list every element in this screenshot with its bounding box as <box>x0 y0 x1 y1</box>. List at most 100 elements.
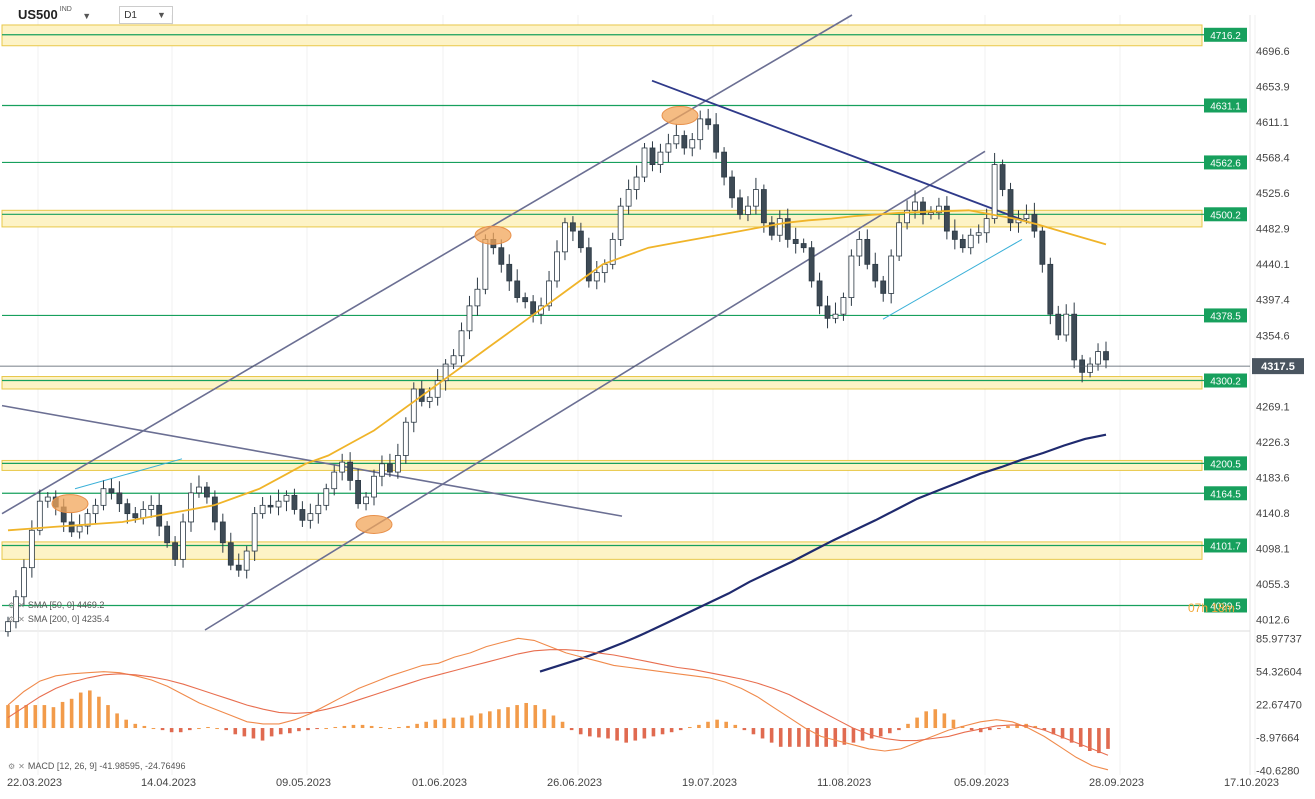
price-tick-label: 4611.1 <box>1256 117 1289 129</box>
candle-body <box>132 513 139 519</box>
candle-body <box>180 521 186 560</box>
date-tick-label: 09.05.2023 <box>276 777 331 789</box>
macd-histogram-bar <box>597 728 601 738</box>
candle-body <box>975 232 982 236</box>
candle-body <box>466 305 473 332</box>
candle-body <box>116 492 123 505</box>
legend-macd[interactable]: ⚙ ✕ MACD [12, 26, 9] -41.98595, -24.76496 <box>8 761 185 771</box>
candle-body <box>36 500 43 531</box>
macd-histogram-bar <box>969 728 974 731</box>
candle-body <box>967 234 974 249</box>
support-resistance-zone <box>1 209 1203 228</box>
candle-body <box>721 151 727 178</box>
settings-icon[interactable]: ⚙ <box>8 600 16 610</box>
price-tick-label: 4098.1 <box>1256 543 1290 555</box>
macd-histogram-bar <box>924 711 928 729</box>
macd-histogram-bar <box>60 701 65 729</box>
current-price-tag-background <box>1252 358 1304 375</box>
price-tick-label: 4012.6 <box>1256 615 1290 627</box>
legend-sma50[interactable]: ⚙ ✕ SMA [50, 0] 4469.2 <box>8 600 104 610</box>
price-tick-label: 4696.6 <box>1256 46 1290 58</box>
candle-body <box>784 218 791 240</box>
macd-histogram-bar <box>542 709 547 729</box>
candle-body <box>951 230 958 240</box>
candle-body <box>776 218 783 236</box>
macd-histogram-bar <box>533 705 538 729</box>
macd-histogram-bar <box>906 723 910 729</box>
settings-icon[interactable]: ⚙ <box>8 614 16 624</box>
legend-sma200[interactable]: ⚙ ✕ SMA [200, 0] 4235.4 <box>8 614 109 624</box>
candle-body <box>1071 313 1078 361</box>
macd-histogram-bar <box>842 728 847 745</box>
candle-body <box>625 189 632 207</box>
candle-body <box>681 135 688 149</box>
macd-tick-label: 54.32604 <box>1256 666 1302 678</box>
candle-body <box>219 521 226 544</box>
macd-histogram-bar <box>15 705 19 729</box>
macd-histogram-bar <box>778 728 783 747</box>
candle-body <box>649 147 656 165</box>
candle-body <box>307 513 314 521</box>
macd-histogram-bar <box>651 728 656 737</box>
candle-body <box>737 197 743 215</box>
macd-histogram-bar <box>624 728 628 743</box>
chevron-down-icon: ▼ <box>156 10 166 20</box>
macd-histogram-bar <box>69 698 74 729</box>
symbol-label[interactable]: US500 IND ▼ <box>18 6 91 24</box>
macd-histogram-bar <box>97 696 101 729</box>
close-icon[interactable]: ✕ <box>18 600 25 610</box>
level-price-tag: 4500.2 <box>1204 207 1247 222</box>
candle-body <box>577 230 584 249</box>
close-icon[interactable]: ✕ <box>18 761 25 771</box>
symbol-dropdown-icon[interactable]: ▼ <box>82 11 92 21</box>
candle-body <box>291 494 298 510</box>
macd-histogram-bar <box>297 728 301 732</box>
macd-histogram-bar <box>860 728 865 741</box>
macd-histogram-bar <box>515 705 519 729</box>
date-tick-label: 01.06.2023 <box>412 777 467 789</box>
macd-histogram-bar <box>851 728 856 743</box>
candle-body <box>912 201 918 211</box>
price-tick-label: 4568.4 <box>1256 153 1290 165</box>
level-price-tag: 4716.2 <box>1204 27 1247 42</box>
macd-histogram-bar <box>642 728 647 739</box>
macd-histogram-bar <box>560 721 565 729</box>
date-tick-label: 05.09.2023 <box>954 777 1009 789</box>
timeframe-value: D1 <box>124 9 137 21</box>
timeframe-select[interactable]: D1 ▼ <box>119 6 173 24</box>
candle-body <box>506 263 513 282</box>
price-tick-label: 4140.8 <box>1256 508 1290 520</box>
macd-histogram-bar <box>188 728 192 731</box>
candle-body <box>1047 263 1054 315</box>
candle-body <box>44 496 51 502</box>
macd-histogram-bar <box>460 717 465 729</box>
macd-histogram-bar <box>1051 728 1056 735</box>
price-tick-label: 4653.9 <box>1256 82 1290 94</box>
candle-body <box>1087 363 1093 373</box>
candle-body <box>601 263 608 274</box>
price-tick-label: 4226.3 <box>1256 437 1290 449</box>
candle-body <box>617 205 624 240</box>
macd-histogram-bar <box>451 717 456 729</box>
macd-histogram-bar <box>551 715 556 729</box>
level-tag-label: 4378.5 <box>1210 311 1241 322</box>
candle-body <box>522 297 529 303</box>
candle-body <box>745 205 751 215</box>
candle-body <box>896 222 903 257</box>
candle-body <box>840 297 847 315</box>
level-tag-background <box>1204 373 1247 388</box>
macd-tick-label: 85.97737 <box>1256 633 1302 645</box>
level-tag-background <box>1204 98 1247 113</box>
current-price-tag: 4317.5 <box>1252 358 1304 375</box>
macd-histogram-bar <box>160 728 165 731</box>
candle-body <box>21 567 27 598</box>
macd-histogram-bar <box>1097 728 1101 754</box>
level-tag-label: 4101.7 <box>1210 541 1241 552</box>
macd-histogram-bar <box>215 728 219 730</box>
level-price-tag: 4378.5 <box>1204 308 1247 323</box>
close-icon[interactable]: ✕ <box>18 614 25 624</box>
macd-histogram-bar <box>497 709 501 729</box>
settings-icon[interactable]: ⚙ <box>8 761 16 771</box>
